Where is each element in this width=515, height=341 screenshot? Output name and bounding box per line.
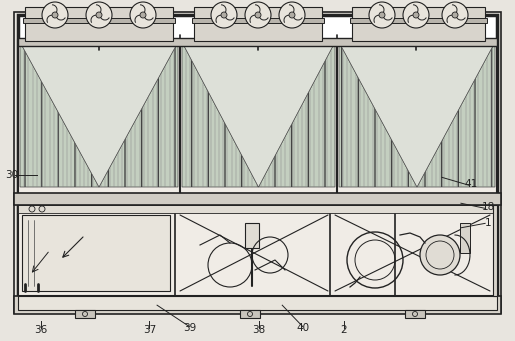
Circle shape [245,2,271,28]
Bar [352,7,485,41]
Bar [245,223,259,248]
Circle shape [289,12,295,18]
Polygon shape [20,42,99,187]
Bar [25,7,173,41]
Polygon shape [259,42,335,187]
Circle shape [279,2,305,28]
Bar [18,38,497,46]
Bar [493,205,497,296]
Polygon shape [182,42,259,187]
Text: 36: 36 [35,325,48,335]
Bar [192,18,324,23]
Circle shape [420,235,460,275]
Circle shape [255,12,261,18]
Polygon shape [339,42,495,187]
Circle shape [211,2,237,28]
Text: 30: 30 [5,169,18,180]
Text: 2: 2 [341,325,347,335]
Polygon shape [20,42,178,187]
Bar [240,310,260,318]
Bar [18,205,497,213]
Polygon shape [339,42,417,187]
Circle shape [403,2,429,28]
Bar [18,205,497,296]
Bar [14,12,501,313]
Circle shape [42,2,68,28]
Text: 1: 1 [485,218,491,228]
Text: 38: 38 [252,325,266,335]
Circle shape [140,12,146,18]
Circle shape [221,12,227,18]
Bar [23,18,175,23]
Polygon shape [182,42,335,187]
Circle shape [96,12,102,18]
Bar [405,310,425,318]
Text: 40: 40 [296,323,310,333]
Bar [350,18,487,23]
Circle shape [86,2,112,28]
Polygon shape [417,42,495,187]
Bar [22,215,170,291]
Text: 39: 39 [183,323,196,333]
Bar [18,296,497,310]
Circle shape [379,12,385,18]
Text: 37: 37 [143,325,156,335]
Bar [75,310,95,318]
Bar [18,40,497,195]
Circle shape [52,12,58,18]
Polygon shape [99,42,178,187]
Text: 18: 18 [482,202,495,212]
Bar [194,7,322,41]
Circle shape [452,12,458,18]
Circle shape [442,2,468,28]
Circle shape [369,2,395,28]
Circle shape [413,12,419,18]
Bar [18,15,497,310]
Bar [14,296,501,314]
Circle shape [130,2,156,28]
Bar [460,223,470,253]
Bar [14,193,501,205]
Text: 41: 41 [465,179,478,189]
